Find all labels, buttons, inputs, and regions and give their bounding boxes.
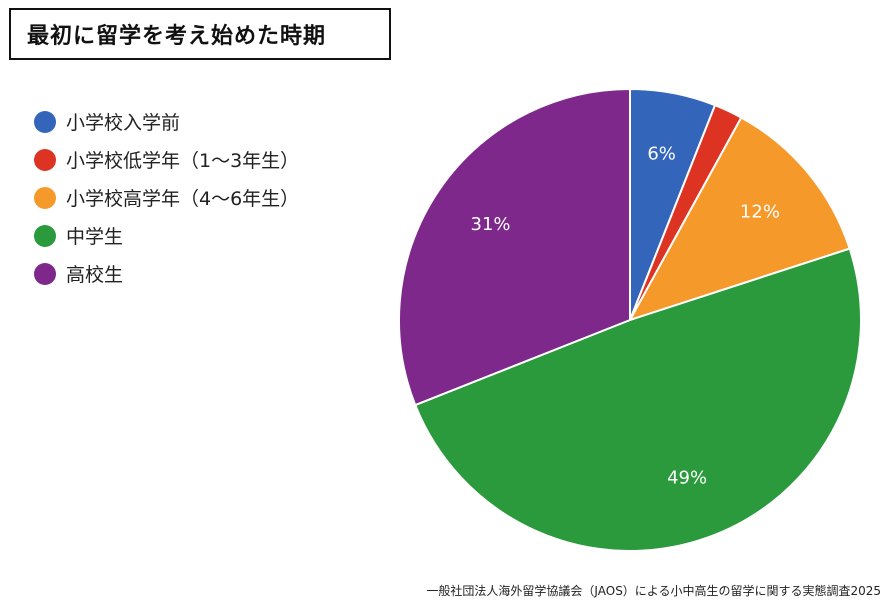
pie-slice-upper-elementary (627, 116, 851, 322)
slice-label-junior-high: 49% (667, 468, 707, 489)
legend-item-before-elementary: 小学校入学前 (34, 108, 299, 135)
legend-item-lower-elementary: 小学校低学年（1～3年生） (34, 146, 299, 173)
source-note: 一般社団法人海外留学協議会（JAOS）による小中高生の留学に関する実態調査202… (426, 584, 881, 598)
slice-label-before-elementary: 6% (647, 143, 676, 164)
legend: 小学校入学前 小学校低学年（1～3年生） 小学校高学年（4～6年生） 中学生 高… (34, 108, 299, 298)
legend-label-upper-elementary: 小学校高学年（4～6年生） (66, 188, 300, 210)
legend-label-high-school: 高校生 (66, 264, 124, 286)
legend-swatch-before-elementary (34, 110, 56, 133)
legend-label-lower-elementary: 小学校低学年（1～3年生） (66, 150, 300, 172)
legend-swatch-lower-elementary (34, 148, 56, 171)
legend-label-junior-high: 中学生 (66, 226, 124, 248)
legend-swatch-junior-high (34, 224, 56, 247)
slice-label-upper-elementary: 12% (740, 202, 780, 223)
slice-label-high-school: 31% (471, 214, 511, 235)
chart-title: 最初に留学を考え始めた時期 (9, 8, 391, 60)
legend-swatch-upper-elementary (34, 186, 56, 209)
pie-slice-junior-high (413, 247, 862, 552)
legend-item-upper-elementary: 小学校高学年（4～6年生） (34, 184, 299, 211)
legend-item-high-school: 高校生 (34, 260, 299, 287)
legend-item-junior-high: 中学生 (34, 222, 299, 249)
legend-label-before-elementary: 小学校入学前 (66, 112, 181, 134)
pie-slice-high-school (398, 87, 631, 407)
legend-swatch-high-school (34, 262, 56, 285)
